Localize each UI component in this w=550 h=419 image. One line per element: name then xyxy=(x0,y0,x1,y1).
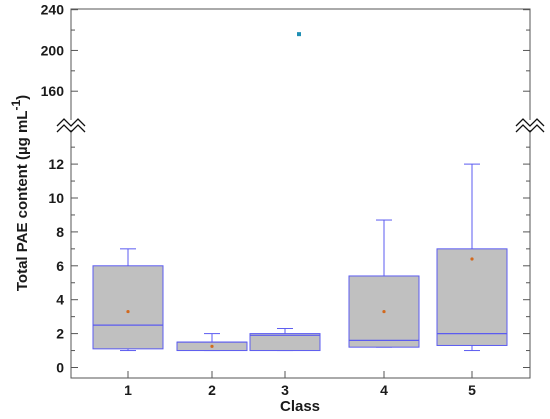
axis-break-markers xyxy=(56,118,545,133)
iqr-box xyxy=(92,265,164,350)
y-tick-label: 4 xyxy=(56,292,64,308)
box-4 xyxy=(348,219,420,348)
mean-marker xyxy=(382,309,386,314)
x-tick-label: 5 xyxy=(468,382,476,398)
y-tick-label: 160 xyxy=(41,83,65,99)
y-tick-label: 12 xyxy=(48,156,64,172)
axis-break-left xyxy=(56,118,86,133)
iqr-box xyxy=(249,333,321,352)
axis-break-zigzag xyxy=(56,124,86,133)
box-1 xyxy=(92,248,164,352)
plot-frame xyxy=(70,8,531,379)
box-series xyxy=(92,32,508,352)
axis-break-gap xyxy=(57,120,85,130)
y-tick-label: 8 xyxy=(56,224,64,240)
x-tick-label: 2 xyxy=(208,382,216,398)
x-tick-label: 1 xyxy=(124,382,132,398)
box-5 xyxy=(436,163,508,352)
mean-marker xyxy=(210,344,214,348)
y-axis-title: Total PAE content (µg mL-1) xyxy=(9,95,31,291)
x-axis-ticks: 1 2 3 4 5 xyxy=(124,371,476,398)
y-tick-label: 0 xyxy=(56,360,64,376)
box-3 xyxy=(249,32,321,352)
y-tick-label: 240 xyxy=(41,2,65,18)
x-tick-label: 4 xyxy=(380,382,388,398)
y-tick-label: 6 xyxy=(56,258,64,274)
mean-marker xyxy=(470,257,474,261)
y-tick-label: 10 xyxy=(48,190,64,206)
x-tick-label: 3 xyxy=(281,382,289,398)
y-axis-title-exponent: -1 xyxy=(9,100,23,111)
outlier-marker xyxy=(297,32,301,37)
x-axis-title: Class xyxy=(280,398,320,415)
y-tick-label: 2 xyxy=(56,326,64,342)
mean-marker xyxy=(126,309,130,314)
y-axis-ticks: 0 2 4 6 8 10 12 160 200 240 xyxy=(41,2,530,376)
y-axis-title-close: ) xyxy=(14,95,31,100)
axis-break-zigzag xyxy=(515,118,545,127)
axis-break-gap xyxy=(516,120,544,130)
y-tick-label: 200 xyxy=(41,42,65,58)
axis-break-zigzag xyxy=(56,118,86,127)
y-axis-title-main: Total PAE content (µg mL xyxy=(14,111,31,292)
iqr-box xyxy=(436,248,508,346)
box-2 xyxy=(176,333,248,352)
axis-break-zigzag xyxy=(515,124,545,133)
axis-break-right xyxy=(515,118,545,133)
